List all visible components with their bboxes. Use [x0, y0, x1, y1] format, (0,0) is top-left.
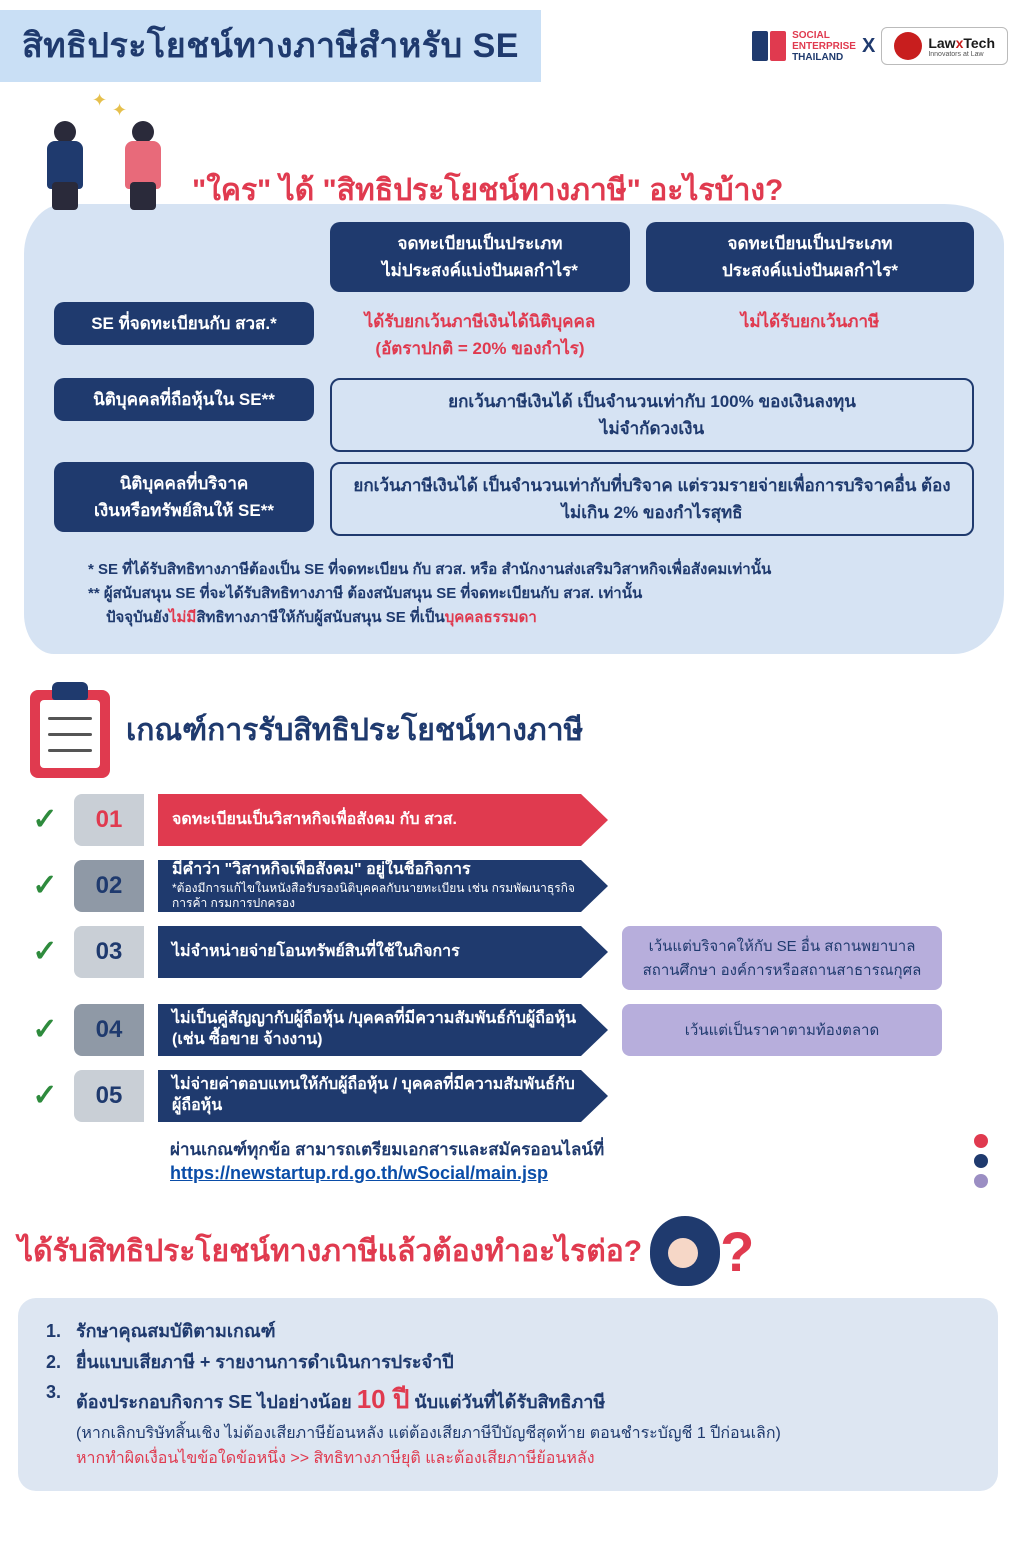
next-step-1: รักษาคุณสมบัติตามเกณฑ์	[46, 1316, 970, 1347]
highfive-illustration-icon: ✦ ✦	[24, 90, 184, 210]
section3-question: ได้รับสิทธิประโยชน์ทางภาษีแล้วต้องทำอะไร…	[18, 1216, 998, 1286]
next-step-warning: หากทำผิดเงื่อนไขข้อใดข้อหนึ่ง >> สิทธิทา…	[46, 1446, 970, 1471]
row-shareholder: นิติบุคคลที่ถือหุ้นใน SE**	[54, 378, 314, 421]
lawxtech-dot-icon	[894, 32, 922, 60]
cell-r1-b: ไม่ได้รับยกเว้นภาษี	[646, 302, 974, 341]
logo-group: SOCIAL ENTERPRISE THAILAND X LawxTech In…	[752, 27, 1028, 65]
checkmark-icon: ✓	[30, 794, 60, 846]
criteria-exception-note: เว้นแต่บริจาคให้กับ SE อื่น สถานพยาบาล ส…	[622, 926, 942, 990]
apply-instruction: ผ่านเกณฑ์ทุกข้อ สามารถเตรียมเอกสารและสมั…	[30, 1136, 998, 1163]
social-enterprise-logo: SOCIAL ENTERPRISE THAILAND	[752, 30, 856, 63]
checkmark-icon: ✓	[30, 1070, 60, 1122]
section-who-benefits: ✦ ✦ "ใคร" ได้ "สิทธิประโยชน์ทางภาษี" อะไ…	[0, 90, 1028, 664]
criteria-row: ✓ 04 ไม่เป็นคู่สัญญากับผู้ถือหุ้น /บุคคลที…	[30, 1004, 998, 1056]
next-step-2: ยื่นแบบเสียภาษี + รายงานการดำเนินการประจ…	[46, 1347, 970, 1378]
criteria-arrow: ไม่จำหน่ายจ่ายโอนทรัพย์สินที่ใช้ในกิจการ	[158, 926, 608, 978]
next-steps-box: รักษาคุณสมบัติตามเกณฑ์ ยื่นแบบเสียภาษี +…	[18, 1298, 998, 1491]
next-step-3: ต้องประกอบกิจการ SE ไปอย่างน้อย 10 ปี นั…	[46, 1377, 970, 1421]
section2-title: เกณฑ์การรับสิทธิประโยชน์ทางภาษี	[126, 707, 583, 754]
footnote-3: ปัจจุบันยังไม่มีสิทธิทางภาษีให้กับผู้สนั…	[88, 606, 962, 630]
criteria-arrow: จดทะเบียนเป็นวิสาหกิจเพื่อสังคม กับ สวส.	[158, 794, 608, 846]
clipboard-icon	[30, 682, 110, 778]
footnote-1: * SE ที่ได้รับสิทธิทางภาษีต้องเป็น SE ที…	[88, 558, 962, 582]
criteria-row: ✓ 05 ไม่จ่ายค่าตอบแทนให้กับผู้ถือหุ้น / บุ…	[30, 1070, 998, 1122]
criteria-number: 04	[74, 1004, 144, 1056]
cell-r1-a: ได้รับยกเว้นภาษีเงินได้นิติบุคคล(อัตราปก…	[330, 302, 630, 368]
cell-r2-merged: ยกเว้นภาษีเงินได้ เป็นจำนวนเท่ากับ 100% …	[330, 378, 974, 452]
section1-question: "ใคร" ได้ "สิทธิประโยชน์ทางภาษี" อะไรบ้า…	[192, 145, 783, 210]
criteria-arrow: ไม่เป็นคู่สัญญากับผู้ถือหุ้น /บุคคลที่มี…	[158, 1004, 608, 1056]
lawxtech-text: LawxTech	[928, 35, 995, 51]
criteria-number: 01	[74, 794, 144, 846]
criteria-exception-note: เว้นแต่เป็นราคาตามท้องตลาด	[622, 1004, 942, 1056]
apply-link[interactable]: https://newstartup.rd.go.th/wSocial/main…	[30, 1163, 548, 1183]
checkmark-icon: ✓	[30, 1004, 60, 1056]
se-logo-text: SOCIAL ENTERPRISE THAILAND	[792, 30, 856, 63]
footnotes: * SE ที่ได้รับสิทธิทางภาษีต้องเป็น SE ที…	[54, 546, 974, 634]
criteria-number: 05	[74, 1070, 144, 1122]
header: สิทธิประโยชน์ทางภาษีสำหรับ SE SOCIAL ENT…	[0, 0, 1028, 90]
lawxtech-subtitle: Innovators at Law	[928, 51, 995, 58]
legend-dot-icon	[974, 1174, 988, 1188]
benefits-table: จดทะเบียนเป็นประเภทไม่ประสงค์แบ่งปันผลกำ…	[24, 204, 1004, 654]
color-legend	[974, 1134, 988, 1188]
criteria-row: ✓ 02 มีคำว่า "วิสาหกิจเพื่อสังคม" อยู่ในชื…	[30, 860, 998, 912]
criteria-number: 03	[74, 926, 144, 978]
logo-separator-x: X	[862, 35, 875, 58]
row-se-registered: SE ที่จดทะเบียนกับ สวส.*	[54, 302, 314, 345]
cell-r3-merged: ยกเว้นภาษีเงินได้ เป็นจำนวนเท่ากับที่บริ…	[330, 462, 974, 536]
criteria-arrow: มีคำว่า "วิสาหกิจเพื่อสังคม" อยู่ในชื่อก…	[158, 860, 608, 912]
criteria-list: ✓ 01 จดทะเบียนเป็นวิสาหกิจเพื่อสังคม กับ ส…	[30, 794, 998, 1122]
legend-dot-icon	[974, 1134, 988, 1148]
section-criteria: เกณฑ์การรับสิทธิประโยชน์ทางภาษี ✓ 01 จดทะเ…	[0, 664, 1028, 1192]
row-donor: นิติบุคคลที่บริจาคเงินหรือทรัพย์สินให้ S…	[54, 462, 314, 532]
lawxtech-logo: LawxTech Innovators at Law	[881, 27, 1008, 65]
checkmark-icon: ✓	[30, 860, 60, 912]
col-header-noprofit: จดทะเบียนเป็นประเภทไม่ประสงค์แบ่งปันผลกำ…	[330, 222, 630, 292]
next-step-3-note: (หากเลิกบริษัทสิ้นเชิง ไม่ต้องเสียภาษีย้…	[46, 1421, 970, 1446]
criteria-arrow: ไม่จ่ายค่าตอบแทนให้กับผู้ถือหุ้น / บุคคล…	[158, 1070, 608, 1122]
legend-dot-icon	[974, 1154, 988, 1168]
col-header-profit: จดทะเบียนเป็นประเภทประสงค์แบ่งปันผลกำไร*	[646, 222, 974, 292]
se-logo-mark	[752, 31, 786, 61]
criteria-number: 02	[74, 860, 144, 912]
page-title: สิทธิประโยชน์ทางภาษีสำหรับ SE	[0, 10, 541, 82]
criteria-row: ✓ 03 ไม่จำหน่ายจ่ายโอนทรัพย์สินที่ใช้ในกิจ…	[30, 926, 998, 990]
footnote-2: ** ผู้สนับสนุน SE ที่จะได้รับสิทธิทางภาษ…	[88, 582, 962, 606]
person-thinking-icon: ?	[650, 1216, 754, 1286]
criteria-row: ✓ 01 จดทะเบียนเป็นวิสาหกิจเพื่อสังคม กับ ส…	[30, 794, 998, 846]
checkmark-icon: ✓	[30, 926, 60, 990]
section-next-steps: ได้รับสิทธิประโยชน์ทางภาษีแล้วต้องทำอะไร…	[0, 1192, 1028, 1511]
